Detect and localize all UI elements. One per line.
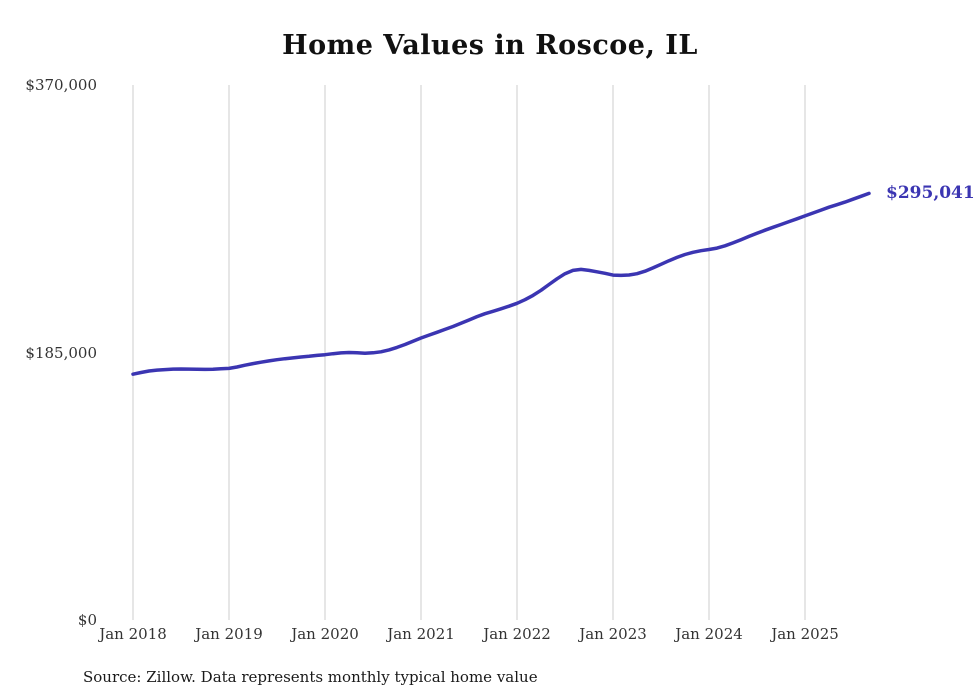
- gridlines-group: [132, 85, 806, 620]
- y-tick-label: $0: [77, 611, 97, 629]
- x-tick-label: Jan 2020: [291, 625, 359, 643]
- home-value-line: [131, 191, 871, 376]
- x-tick-label: Jan 2021: [387, 625, 455, 643]
- y-tick-label: $370,000: [25, 76, 97, 94]
- x-tick-label: Jan 2022: [483, 625, 551, 643]
- x-tick-label: Jan 2018: [99, 625, 167, 643]
- x-tick-label: Jan 2023: [579, 625, 647, 643]
- x-tick-label: Jan 2024: [675, 625, 743, 643]
- x-tick-label: Jan 2019: [195, 625, 263, 643]
- chart-title: Home Values in Roscoe, IL: [282, 30, 698, 61]
- source-note: Source: Zillow. Data represents monthly …: [83, 668, 538, 686]
- x-tick-label: Jan 2025: [771, 625, 839, 643]
- y-tick-label: $185,000: [25, 343, 97, 362]
- final-value-label: $295,041: [886, 183, 975, 204]
